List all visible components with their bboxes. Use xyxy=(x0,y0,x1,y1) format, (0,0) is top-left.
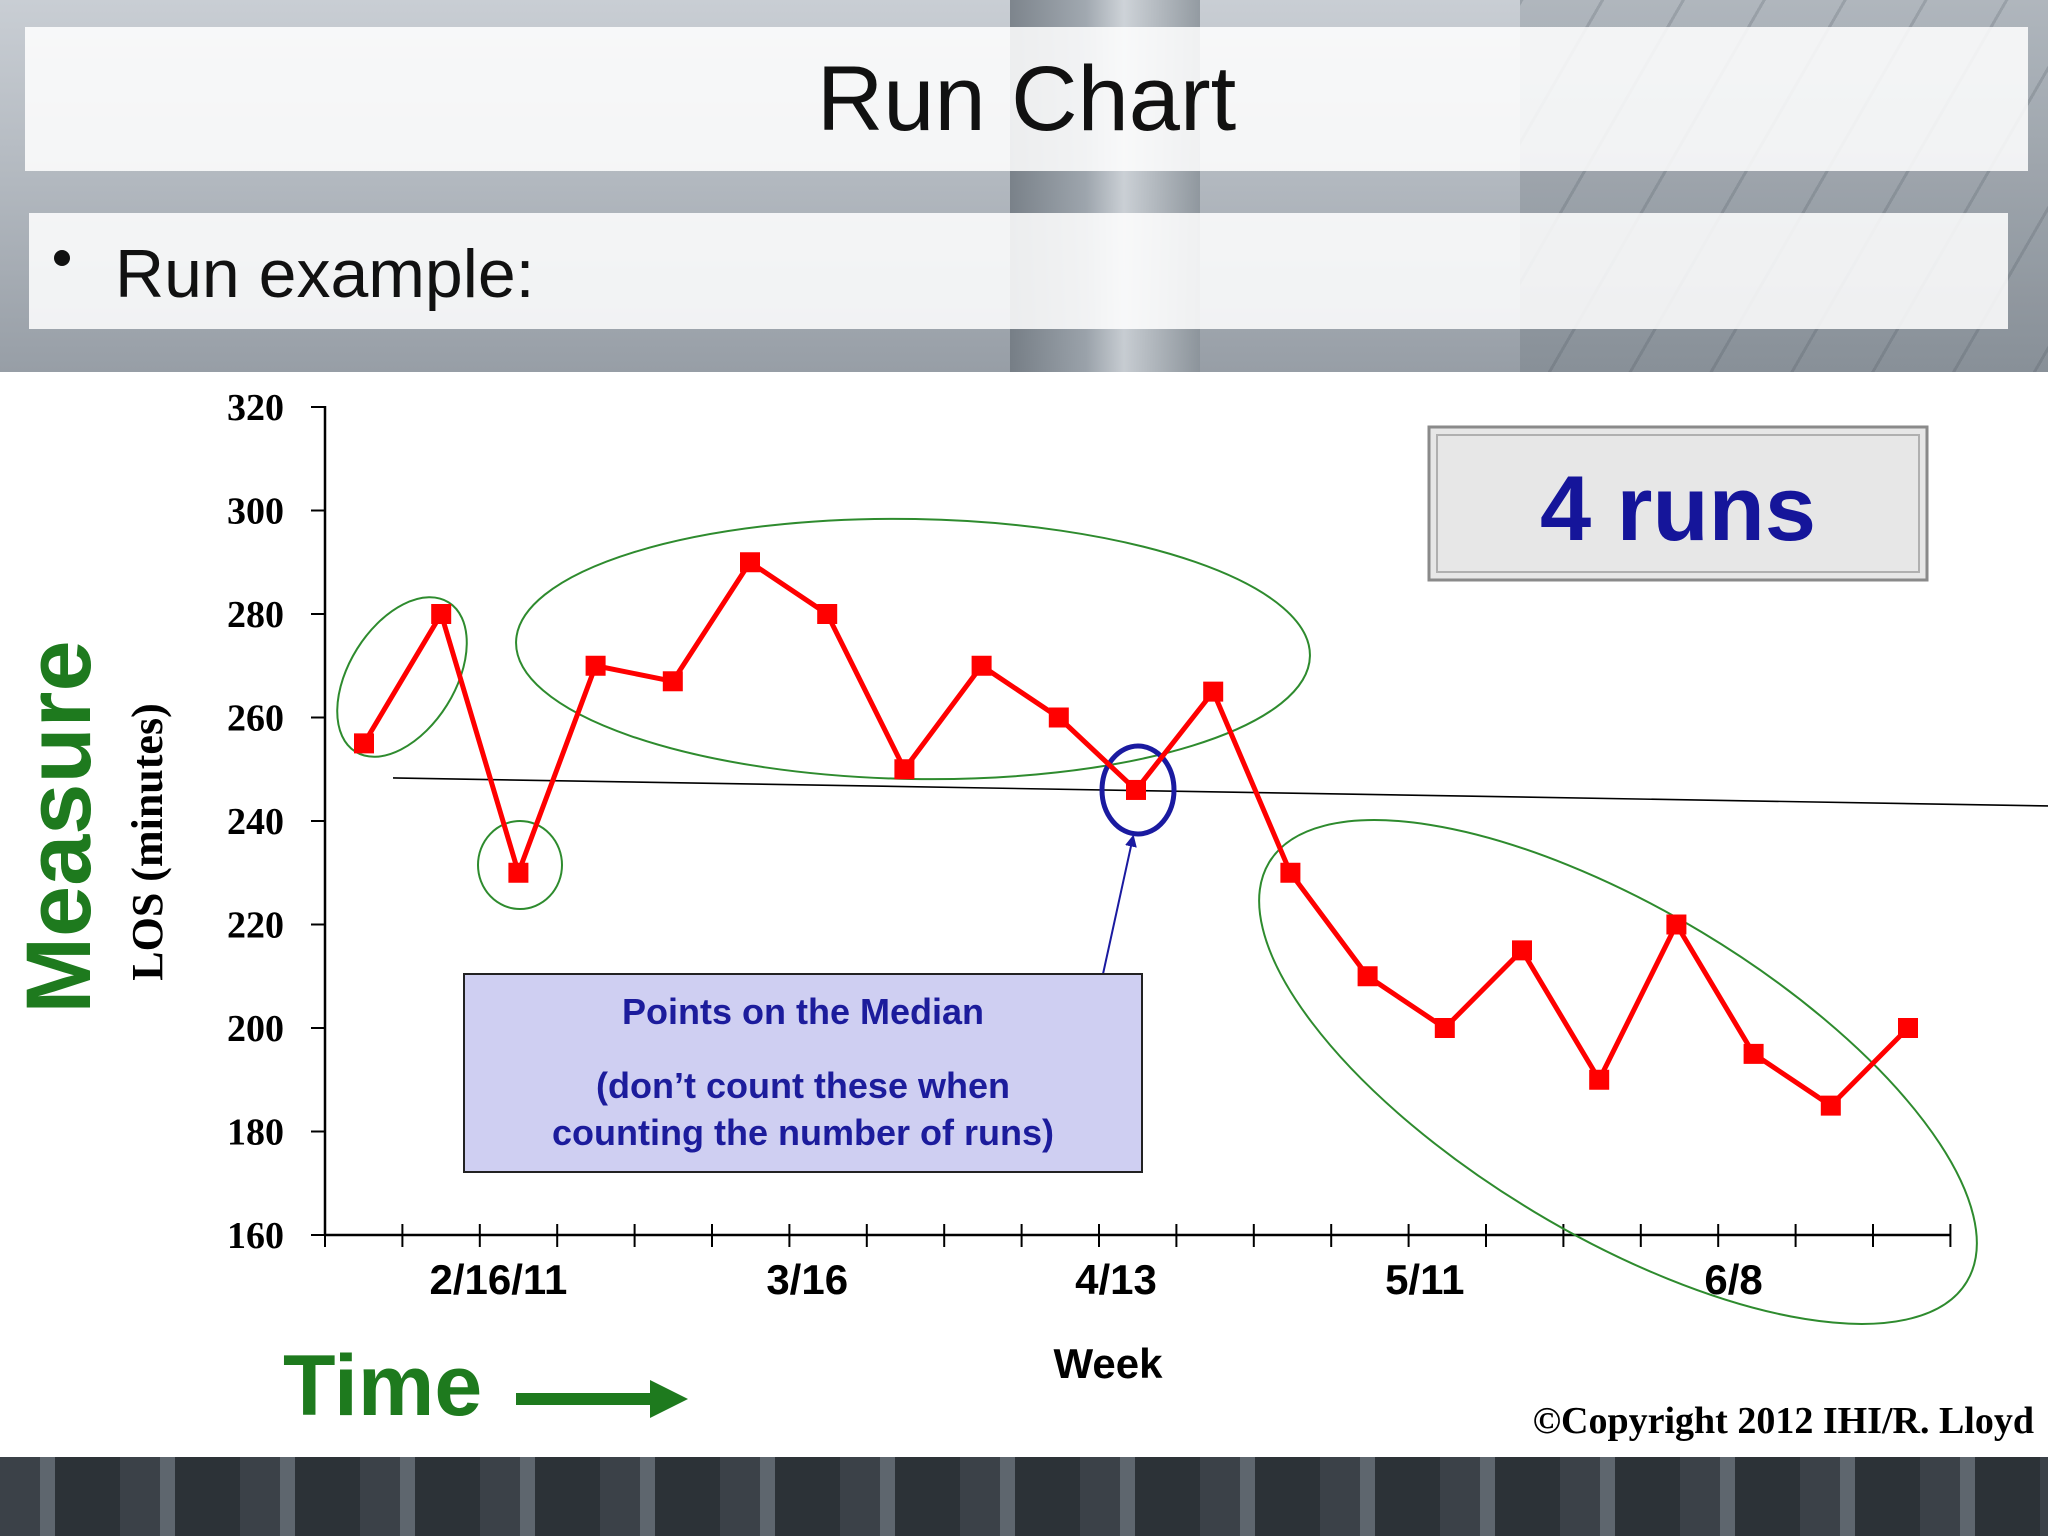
data-point xyxy=(585,655,606,676)
time-arrow xyxy=(516,1380,688,1418)
runs-label: 4 runs xyxy=(1540,458,1816,560)
data-point xyxy=(1434,1018,1455,1038)
runs-box-inner xyxy=(1436,434,1920,573)
callout-line-1: Points on the Median xyxy=(622,991,984,1032)
y-tick-label: 300 xyxy=(227,491,284,533)
run-ellipse-4 xyxy=(1258,819,1978,1325)
median-line xyxy=(392,777,2048,807)
x-tick-label: 2/16/11 xyxy=(429,1256,567,1303)
chart-panel: 160 180 200 220 240 260 280 300 320 2/16/11 3/16 4… xyxy=(0,372,2048,1457)
bullet-dot xyxy=(54,250,70,266)
runs-box xyxy=(1427,425,1929,582)
data-point xyxy=(1280,862,1301,883)
median-callout-box xyxy=(463,973,1143,1173)
data-point xyxy=(1512,940,1532,961)
y-tick-label: 160 xyxy=(227,1215,284,1257)
y-tick-label: 260 xyxy=(227,698,284,740)
x-tick-label: 4/13 xyxy=(1075,1256,1157,1303)
y-ticks: 160 180 200 220 240 260 280 300 320 xyxy=(227,387,325,1257)
x-tick-label: 5/11 xyxy=(1385,1256,1464,1303)
run-ellipse-3 xyxy=(515,517,1311,781)
copyright-text: ©Copyright 2012 IHI/R. Lloyd xyxy=(1533,1400,2034,1442)
run-chart: 160 180 200 220 240 260 280 300 320 2/16/11 3/16 4… xyxy=(8,387,2048,1442)
callout-arrow xyxy=(1102,834,1137,975)
title-band: Run Chart xyxy=(25,27,2028,171)
x-ticks: 2/16/11 3/16 4/13 5/11 6/8 xyxy=(324,1224,1952,1303)
y-tick-label: 220 xyxy=(227,905,284,947)
series-points xyxy=(354,552,1918,1116)
y-tick-label: 280 xyxy=(227,594,284,636)
slide-title: Run Chart xyxy=(816,48,1237,150)
y-tick-label: 320 xyxy=(227,387,284,429)
y-tick-label: 200 xyxy=(227,1008,284,1050)
bullet-band xyxy=(29,213,2008,329)
data-point xyxy=(354,733,374,754)
callout-line-3: counting the number of runs) xyxy=(552,1112,1054,1153)
y-axis-label: LOS (minutes) xyxy=(123,703,172,980)
x-axis-label: Week xyxy=(1054,1340,1164,1387)
y-tick-label: 180 xyxy=(227,1112,284,1154)
data-point xyxy=(1743,1043,1764,1064)
background-skyline xyxy=(0,1457,2048,1536)
callout-line-2: (don’t count these when xyxy=(596,1065,1010,1106)
measure-label: Measure xyxy=(8,640,110,1013)
data-point xyxy=(1357,966,1378,987)
median-point-circle xyxy=(1099,743,1177,837)
data-point xyxy=(971,655,992,676)
data-point xyxy=(1666,914,1687,935)
time-label: Time xyxy=(283,1338,482,1434)
data-point xyxy=(1126,779,1146,800)
data-point xyxy=(1203,681,1224,702)
y-tick-label: 240 xyxy=(227,801,284,843)
data-point xyxy=(662,671,683,692)
data-point xyxy=(1589,1069,1610,1090)
data-point xyxy=(740,552,760,573)
bullet-text: Run example: xyxy=(115,236,535,312)
data-point xyxy=(508,862,529,883)
data-point xyxy=(431,604,452,624)
x-tick-label: 3/16 xyxy=(766,1256,848,1303)
run-ellipse-2 xyxy=(477,820,563,910)
data-point xyxy=(1820,1095,1841,1116)
data-point xyxy=(817,604,838,624)
data-point xyxy=(1898,1018,1918,1038)
data-point xyxy=(1048,707,1069,728)
data-point xyxy=(894,759,915,780)
